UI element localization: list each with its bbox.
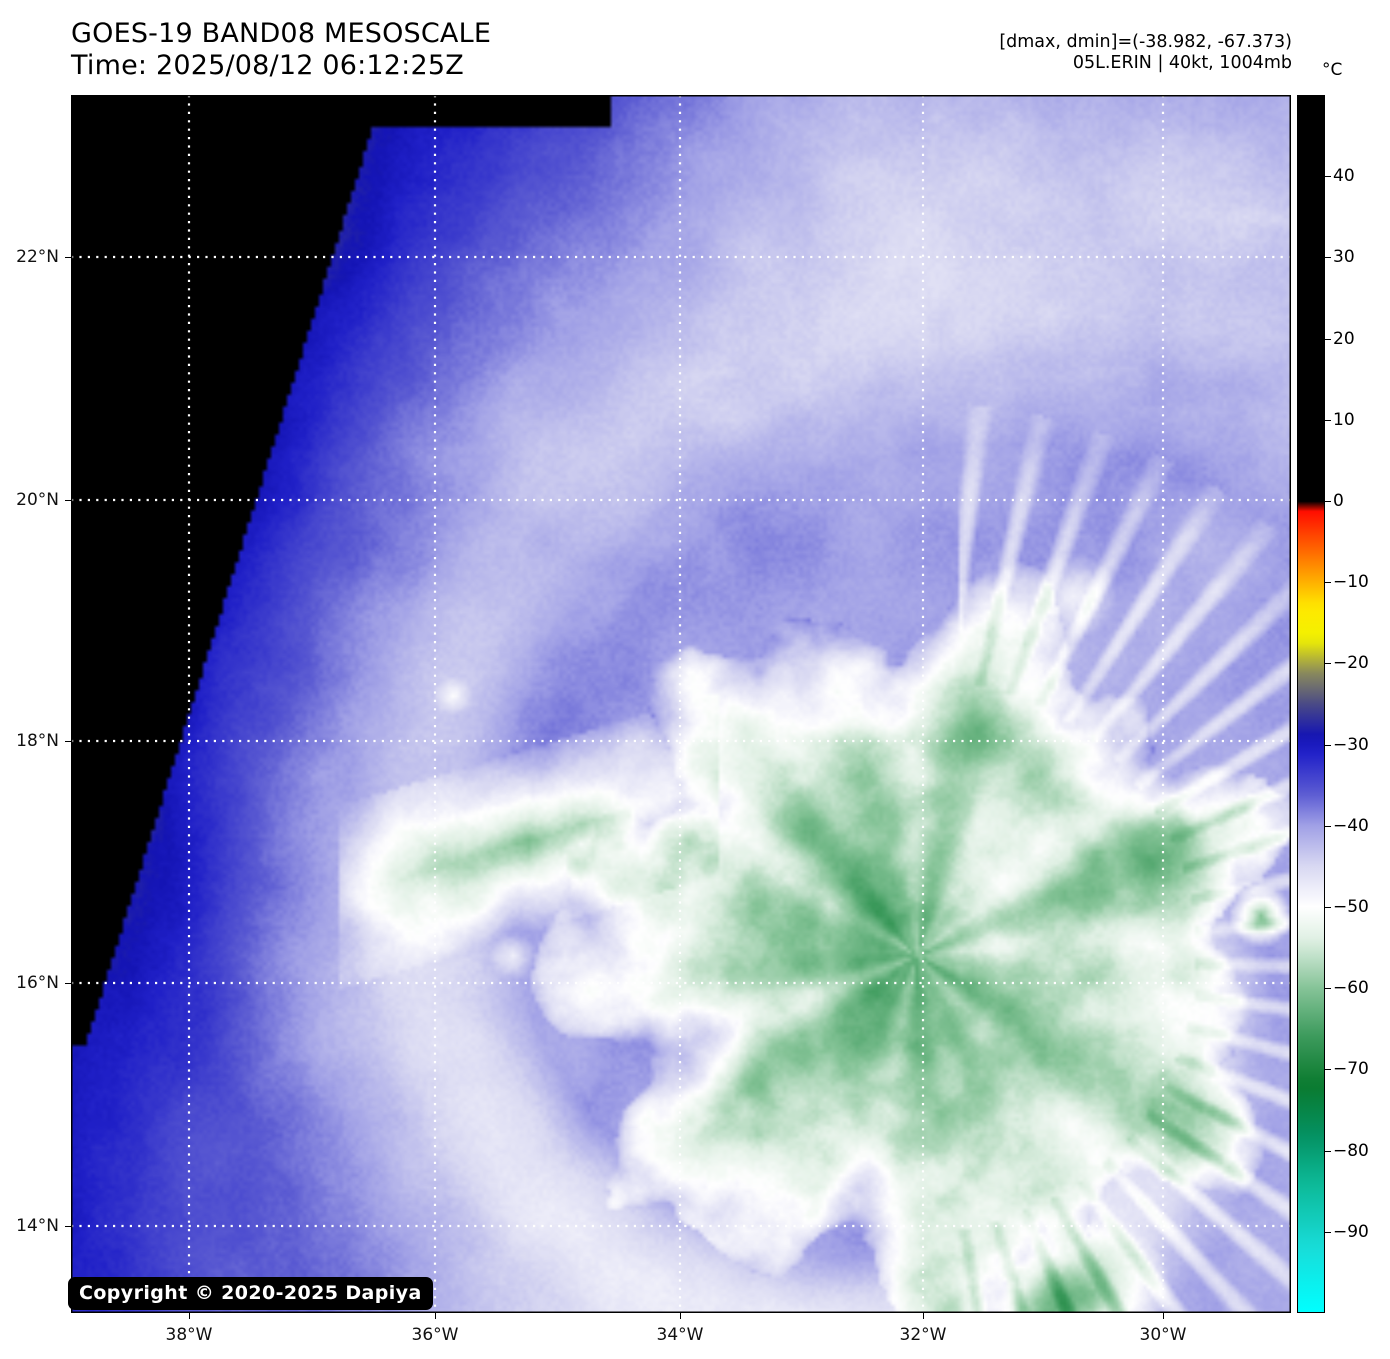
x-axis-tick-label: 38°W (165, 1325, 213, 1345)
x-axis-tick-mark (923, 1313, 924, 1319)
storm-info-label: 05L.ERIN | 40kt, 1004mb (1072, 53, 1292, 74)
colorbar-tick-label: −70 (1333, 1059, 1369, 1080)
plot-frame (71, 95, 1291, 1313)
colorbar[interactable] (1297, 95, 1325, 1313)
colorbar-tick-mark (1325, 419, 1331, 421)
x-axis-tick-mark (680, 1313, 681, 1319)
title-block: GOES-19 BAND08 MESOSCALE Time: 2025/08/1… (71, 18, 491, 82)
dmax-dmin-label: [dmax, dmin]=(-38.982, -67.373) (999, 32, 1292, 52)
colorbar-tick-mark (1325, 825, 1331, 827)
colorbar-tick-mark (1325, 907, 1331, 908)
colorbar-tick-label: 30 (1333, 247, 1355, 268)
colorbar-tick-mark (1325, 582, 1331, 584)
colorbar-tick-label: 40 (1333, 166, 1355, 187)
colorbar-tick-label: −80 (1333, 1140, 1369, 1161)
colorbar-tick-label: −90 (1333, 1221, 1369, 1242)
y-axis-tick-mark (65, 500, 71, 501)
x-axis-tick-label: 34°W (656, 1325, 704, 1345)
colorbar-tick-label: −10 (1333, 572, 1369, 593)
metadata-block: [dmax, dmin]=(-38.982, -67.373) 05L.ERIN… (999, 32, 1292, 75)
x-axis-tick-label: 36°W (411, 1325, 459, 1345)
y-axis-tick-mark (65, 257, 71, 258)
y-axis-tick-mark (65, 1226, 71, 1227)
colorbar-tick-label: 10 (1333, 409, 1355, 430)
copyright-watermark: Copyright © 2020-2025 Dapiya (68, 1277, 433, 1310)
y-axis-tick-label: 22°N (16, 247, 59, 267)
colorbar-tick-mark (1325, 1069, 1331, 1071)
colorbar-tick-label: 20 (1333, 328, 1355, 349)
satellite-raster (71, 95, 1291, 1313)
colorbar-tick-mark (1325, 257, 1331, 259)
colorbar-tick-label: −50 (1333, 897, 1369, 917)
colorbar-tick-mark (1325, 501, 1331, 502)
colorbar-tick-label: −20 (1333, 653, 1369, 674)
y-axis-tick-label: 14°N (16, 1216, 59, 1236)
x-axis-tick-mark (1163, 1313, 1164, 1319)
y-axis-tick-label: 20°N (16, 490, 59, 510)
map-gridlines (71, 95, 1291, 1313)
x-axis-tick-label: 30°W (1139, 1325, 1187, 1345)
colorbar-tick-mark (1325, 176, 1331, 178)
colorbar-tick-mark (1325, 988, 1331, 990)
y-axis-tick-mark (65, 741, 71, 742)
colorbar-tick-mark (1325, 744, 1331, 746)
colorbar-unit-label: °C (1322, 60, 1343, 80)
colorbar-tick-label: −40 (1333, 815, 1369, 836)
colorbar-tick-mark (1325, 663, 1331, 665)
page-title: GOES-19 BAND08 MESOSCALE (71, 18, 492, 49)
colorbar-tick-mark (1325, 1150, 1331, 1152)
y-axis-tick-label: 18°N (16, 731, 59, 751)
x-axis-tick-label: 32°W (899, 1325, 947, 1345)
colorbar-tick-label: −60 (1333, 978, 1369, 999)
colorbar-tick-mark (1325, 1231, 1331, 1233)
y-axis-tick-mark (65, 983, 71, 984)
timestamp-label: Time: 2025/08/12 06:12:25Z (71, 49, 464, 81)
colorbar-tick-mark (1325, 338, 1331, 340)
colorbar-tick-label: −30 (1333, 734, 1369, 755)
y-axis-tick-label: 16°N (16, 973, 59, 993)
x-axis-tick-mark (189, 1313, 190, 1319)
x-axis-tick-mark (435, 1313, 436, 1319)
colorbar-tick-label: 0 (1333, 491, 1344, 511)
satellite-image-plot[interactable] (71, 95, 1291, 1313)
